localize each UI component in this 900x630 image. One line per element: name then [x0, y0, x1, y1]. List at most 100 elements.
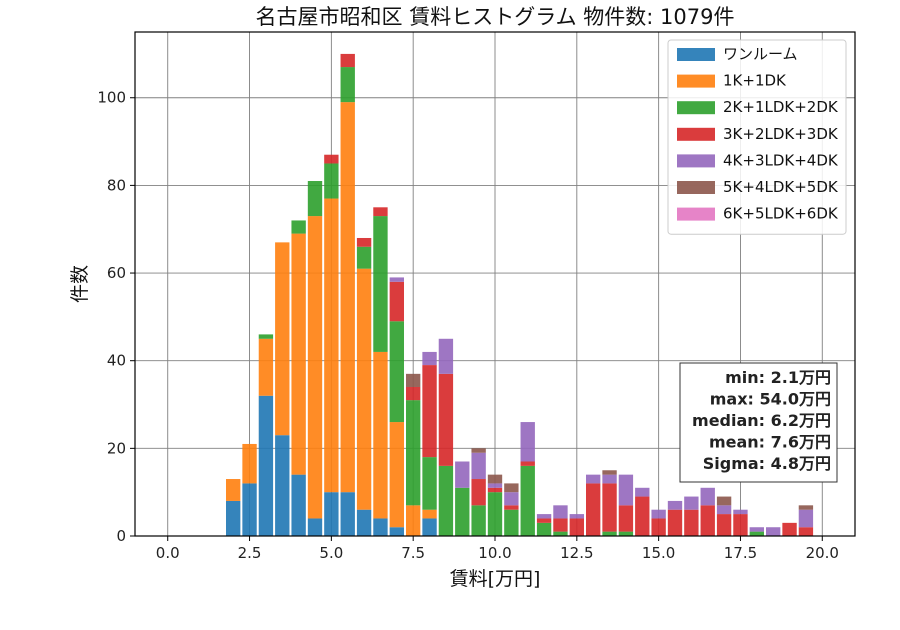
- histogram-bar: [553, 505, 568, 519]
- legend-swatch: [677, 101, 715, 115]
- histogram-bar: [356, 246, 372, 269]
- legend-entry-label: 5K+4LDK+5DK: [723, 178, 839, 196]
- histogram-bar: [406, 400, 421, 506]
- histogram-bar: [291, 220, 306, 234]
- histogram-bar: [275, 242, 290, 436]
- histogram-bar: [340, 67, 355, 103]
- histogram-bar: [471, 505, 486, 536]
- histogram-bar: [406, 505, 421, 536]
- histogram-bar: [553, 531, 568, 536]
- histogram-bar: [602, 531, 617, 536]
- histogram-bar: [307, 181, 323, 217]
- histogram-bar: [356, 268, 372, 510]
- histogram-bar: [373, 351, 388, 519]
- histogram-bar: [471, 479, 486, 506]
- histogram-bar: [684, 496, 699, 510]
- x-tick-label: 5.0: [319, 544, 343, 562]
- y-tick-label: 0: [116, 527, 126, 545]
- histogram-bar: [471, 448, 486, 453]
- chart-title: 名古屋市昭和区 賃料ヒストグラム 物件数: 1079件: [256, 5, 735, 29]
- x-tick-label: 10.0: [478, 544, 511, 562]
- legend-swatch: [677, 207, 715, 221]
- stats-line: Sigma: 4.8万円: [703, 454, 831, 473]
- legend: ワンルーム 1K+1DK 2K+1LDK+2DK 3K+2LDK+3DK 4K+3LDK…: [667, 39, 847, 235]
- x-axis-label: 賃料[万円]: [450, 568, 541, 590]
- stats-box-frame: [679, 362, 838, 483]
- histogram-bar: [455, 461, 470, 488]
- legend-entry-label: 2K+1LDK+2DK: [723, 98, 839, 116]
- histogram-bar: [569, 518, 584, 536]
- legend-swatch: [677, 127, 715, 141]
- histogram-bar: [651, 518, 666, 536]
- histogram-bar: [798, 505, 814, 510]
- histogram-bar: [716, 496, 732, 506]
- histogram-bar: [520, 422, 535, 462]
- histogram-bar: [389, 527, 404, 536]
- histogram-bar: [553, 518, 568, 532]
- stats-line: max: 54.0万円: [710, 390, 831, 409]
- histogram-bar: [356, 509, 372, 536]
- histogram-bar: [749, 527, 764, 532]
- histogram-bar: [487, 483, 503, 488]
- histogram-bar: [798, 527, 814, 536]
- legend-swatch: [677, 74, 715, 88]
- histogram-bar: [586, 483, 601, 536]
- histogram-bar: [242, 443, 257, 484]
- histogram-bar: [586, 474, 601, 484]
- histogram-bar: [258, 338, 274, 396]
- histogram-bar: [798, 509, 814, 528]
- legend-entry-label: 3K+2LDK+3DK: [723, 125, 839, 143]
- histogram-bar: [242, 483, 257, 536]
- histogram-bar: [520, 461, 535, 466]
- histogram-bar: [438, 338, 454, 374]
- histogram-bar: [373, 518, 388, 536]
- histogram-bar: [389, 277, 404, 282]
- histogram-bar: [733, 514, 748, 536]
- histogram-bar: [422, 351, 437, 366]
- histogram-bar: [455, 487, 470, 536]
- histogram-bar: [487, 492, 503, 536]
- legend-entry-label: 4K+3LDK+4DK: [723, 151, 839, 169]
- histogram-bar: [406, 386, 421, 401]
- histogram-bar: [618, 531, 634, 536]
- histogram-bar: [356, 237, 372, 247]
- histogram-bar: [504, 483, 519, 493]
- histogram-bar: [226, 500, 241, 536]
- histogram-bar: [749, 531, 764, 536]
- histogram-bar: [258, 334, 274, 339]
- histogram-bar: [471, 452, 486, 480]
- x-tick-label: 17.5: [724, 544, 757, 562]
- histogram-bar: [340, 102, 355, 493]
- histogram-bar: [602, 483, 617, 532]
- y-tick-label: 60: [107, 264, 126, 282]
- histogram-bar: [389, 281, 404, 322]
- histogram-bar: [389, 321, 404, 423]
- histogram-bar: [422, 365, 437, 458]
- histogram-bar: [487, 474, 503, 484]
- histogram-bar: [340, 53, 355, 68]
- histogram-bar: [635, 496, 650, 536]
- histogram-bar: [684, 509, 699, 536]
- y-tick-label: 20: [107, 439, 126, 457]
- legend-entry-label: ワンルーム: [723, 45, 798, 63]
- histogram-bar: [536, 522, 552, 536]
- histogram-bar: [618, 505, 634, 532]
- histogram-bar: [307, 216, 323, 519]
- histogram-bar: [438, 465, 454, 536]
- histogram-bar: [766, 527, 781, 536]
- legend-swatch: [677, 154, 715, 168]
- y-tick-label: 80: [107, 176, 126, 194]
- histogram-bar: [324, 163, 339, 199]
- histogram-bar: [422, 509, 437, 519]
- histogram-bar: [406, 373, 421, 387]
- histogram-bar: [373, 216, 388, 352]
- histogram-bar: [438, 373, 454, 466]
- stats-line: min: 2.1万円: [725, 368, 831, 387]
- histogram-bar: [307, 518, 323, 536]
- x-tick-label: 12.5: [560, 544, 593, 562]
- histogram-bar: [700, 505, 715, 536]
- stats-line: mean: 7.6万円: [709, 433, 831, 452]
- axis-ticks: 0.0 2.5 5.0 7.5 10.0 12.5 15.0 17.5 20.0 0 20 40 60 8…: [97, 89, 839, 562]
- histogram-bar: [602, 470, 617, 475]
- histogram-bar: [226, 479, 241, 501]
